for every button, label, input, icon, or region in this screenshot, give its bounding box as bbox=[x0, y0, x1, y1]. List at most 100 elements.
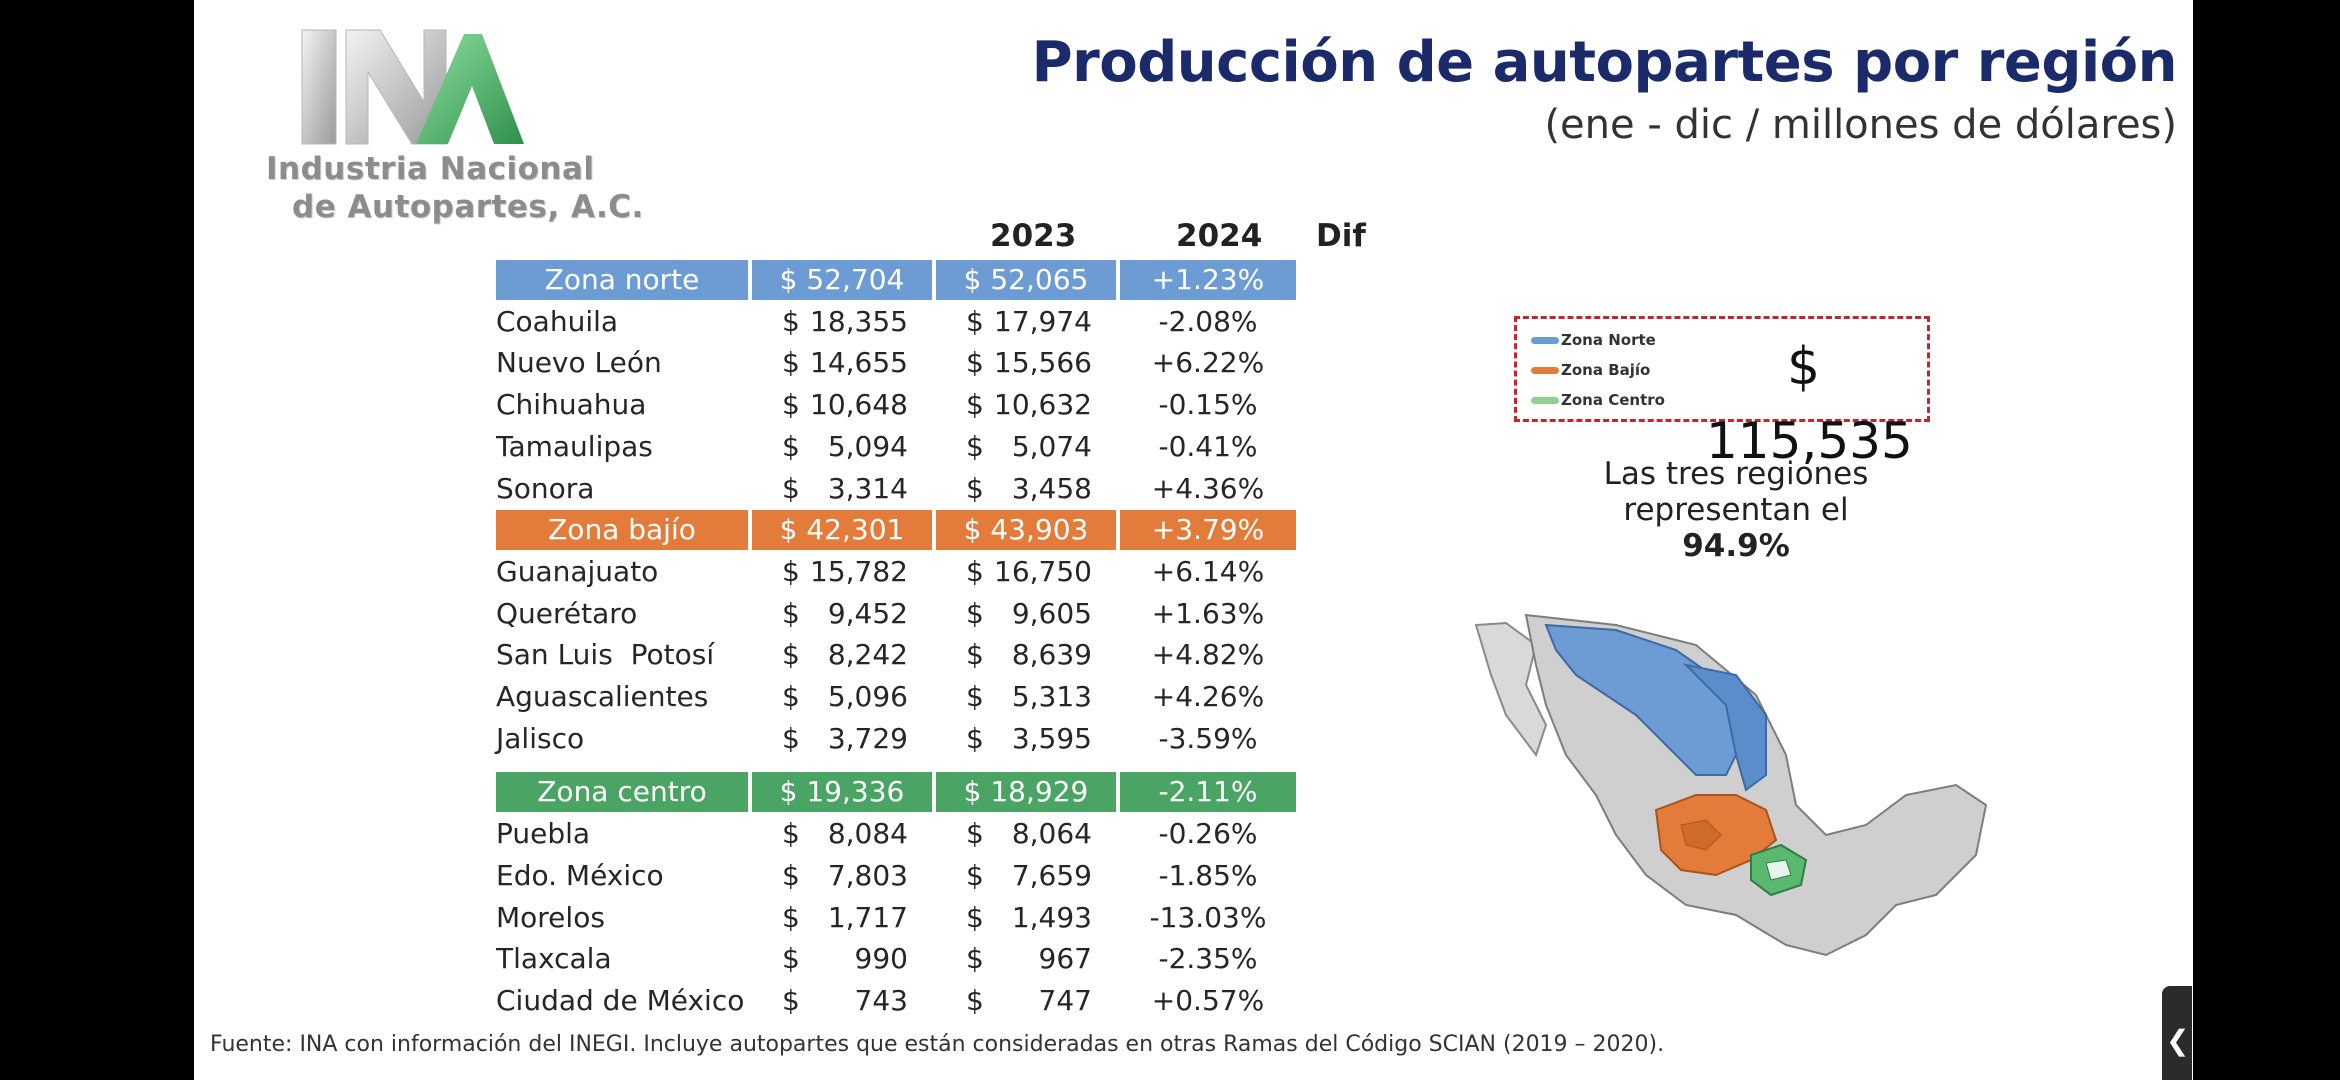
note-line-2: representan el bbox=[1623, 492, 1849, 528]
legend-item: Zona Norte bbox=[1531, 331, 1656, 349]
amount: 3,729 bbox=[827, 721, 908, 755]
state-value-2024: $747 bbox=[936, 981, 1116, 1021]
source-note: Fuente: INA con información del INEGI. I… bbox=[210, 1032, 1665, 1057]
zone-value-2023: $ 19,336 bbox=[752, 772, 932, 813]
state-row: Morelos $1,717 $1,493 -13.03% bbox=[496, 898, 1296, 938]
state-name: Querétaro bbox=[496, 596, 638, 630]
state-value-2023: $5,096 bbox=[752, 677, 932, 717]
side-panel-tab[interactable]: ❮ bbox=[2162, 986, 2192, 1080]
state-row: Edo. México $7,803 $7,659 -1.85% bbox=[496, 856, 1296, 896]
amount: 7,659 bbox=[1011, 858, 1092, 892]
state-value-2023: $7,803 bbox=[752, 856, 932, 896]
amount: 9,605 bbox=[1011, 596, 1092, 630]
amount: 17,974 bbox=[994, 304, 1092, 338]
currency-sign: $ bbox=[966, 721, 984, 755]
amount: 16,750 bbox=[994, 554, 1092, 588]
header-2024: 2024 bbox=[1176, 218, 1263, 254]
zone-name: Zona centro bbox=[496, 772, 748, 813]
state-dif: +6.14% bbox=[1151, 554, 1265, 588]
map-grey-base bbox=[1474, 613, 1988, 957]
state-name: Guanajuato bbox=[496, 554, 659, 588]
currency-sign: $ bbox=[782, 900, 800, 934]
currency-sign: $ bbox=[782, 304, 800, 338]
legend-item: Zona Centro bbox=[1531, 391, 1665, 409]
page-title: Producción de autopartes por región bbox=[1031, 30, 2178, 95]
amount: 5,074 bbox=[1011, 429, 1092, 463]
logo-line-1: Industria Nacional bbox=[266, 151, 595, 187]
state-name: Tamaulipas bbox=[496, 429, 653, 463]
state-value-2023: $3,729 bbox=[752, 719, 932, 759]
amount: 7,803 bbox=[827, 858, 908, 892]
zone-row: Zona norte $ 52,704 $ 52,065 +1.23% bbox=[496, 260, 1296, 300]
currency-sign: $ bbox=[782, 817, 800, 851]
state-dif: -13.03% bbox=[1149, 900, 1267, 934]
state-row: Querétaro $9,452 $9,605 +1.63% bbox=[496, 594, 1296, 634]
amount: 5,096 bbox=[827, 680, 908, 713]
currency-sign: $ bbox=[966, 858, 984, 892]
zone-dif: +3.79% bbox=[1120, 510, 1296, 551]
currency-sign: $ bbox=[782, 942, 800, 976]
zone-row: Zona bajío $ 42,301 $ 43,903 +3.79% bbox=[496, 510, 1296, 551]
state-dif: -0.41% bbox=[1158, 429, 1258, 463]
amount: 1,717 bbox=[827, 900, 908, 934]
state-name: Ciudad de México bbox=[496, 983, 745, 1017]
amount: 3,314 bbox=[827, 471, 908, 505]
legend-dollar-sign: $ bbox=[1787, 337, 1821, 397]
state-name: Chihuahua bbox=[496, 388, 647, 422]
zone-value-2024: $ 18,929 bbox=[936, 772, 1116, 813]
state-name: Aguascalientes bbox=[496, 680, 709, 713]
state-dif: -3.59% bbox=[1158, 721, 1258, 755]
state-dif: -2.35% bbox=[1158, 942, 1258, 976]
state-dif: +1.63% bbox=[1151, 596, 1265, 630]
amount: 18,355 bbox=[810, 304, 908, 338]
state-value-2024: $17,974 bbox=[936, 302, 1116, 342]
note-line-1: Las tres regiones bbox=[1603, 456, 1869, 492]
total-value: 115,535 bbox=[1706, 412, 1913, 470]
currency-sign: $ bbox=[966, 554, 984, 588]
state-row: Puebla $8,084 $8,064 -0.26% bbox=[496, 814, 1296, 854]
state-row: Tlaxcala $990 $967 -2.35% bbox=[496, 939, 1296, 979]
state-name: Morelos bbox=[496, 900, 605, 934]
legend-label: Zona Centro bbox=[1561, 391, 1665, 409]
state-value-2023: $8,242 bbox=[752, 635, 932, 675]
state-row: Chihuahua $10,648 $10,632 -0.15% bbox=[496, 385, 1296, 425]
state-value-2024: $5,074 bbox=[936, 427, 1116, 467]
state-value-2024: $10,632 bbox=[936, 385, 1116, 425]
currency-sign: $ bbox=[782, 983, 800, 1017]
zone-dif: -2.11% bbox=[1120, 772, 1296, 813]
legend-swatch bbox=[1531, 397, 1559, 404]
state-value-2023: $5,094 bbox=[752, 427, 932, 467]
state-dif: -0.26% bbox=[1158, 817, 1258, 851]
state-value-2024: $7,659 bbox=[936, 856, 1116, 896]
amount: 10,648 bbox=[810, 388, 908, 422]
amount: 8,084 bbox=[827, 817, 908, 851]
state-dif: +4.36% bbox=[1151, 471, 1265, 505]
zone-row: Zona centro $ 19,336 $ 18,929 -2.11% bbox=[496, 772, 1296, 813]
ina-logo-text: Industria Nacional de Autopartes, A.C. bbox=[266, 150, 644, 226]
amount: 14,655 bbox=[810, 346, 908, 380]
currency-sign: $ bbox=[782, 596, 800, 630]
amount: 8,639 bbox=[1011, 638, 1092, 672]
amount: 743 bbox=[854, 983, 908, 1017]
state-row: San Luis Potosí $8,242 $8,639 +4.82% bbox=[496, 635, 1296, 675]
state-value-2023: $8,084 bbox=[752, 814, 932, 854]
state-value-2023: $1,717 bbox=[752, 898, 932, 938]
legend-label: Zona Norte bbox=[1561, 331, 1656, 349]
state-dif: +4.82% bbox=[1151, 638, 1265, 672]
currency-sign: $ bbox=[782, 680, 800, 713]
currency-sign: $ bbox=[782, 471, 800, 505]
state-dif: +4.26% bbox=[1151, 680, 1265, 713]
currency-sign: $ bbox=[966, 471, 984, 505]
currency-sign: $ bbox=[966, 900, 984, 934]
state-dif: -1.85% bbox=[1158, 858, 1258, 892]
zone-value-2024: $ 52,065 bbox=[936, 260, 1116, 300]
logo-line-2: de Autopartes, A.C. bbox=[292, 189, 644, 225]
amount: 5,094 bbox=[827, 429, 908, 463]
mexico-map bbox=[1474, 613, 1988, 957]
amount: 747 bbox=[1038, 983, 1092, 1017]
state-value-2024: $8,639 bbox=[936, 635, 1116, 675]
amount: 8,064 bbox=[1011, 817, 1092, 851]
state-row: Jalisco $3,729 $3,595 -3.59% bbox=[496, 719, 1296, 759]
amount: 15,782 bbox=[810, 554, 908, 588]
slide: Industria Nacional de Autopartes, A.C. P… bbox=[194, 0, 2193, 1080]
